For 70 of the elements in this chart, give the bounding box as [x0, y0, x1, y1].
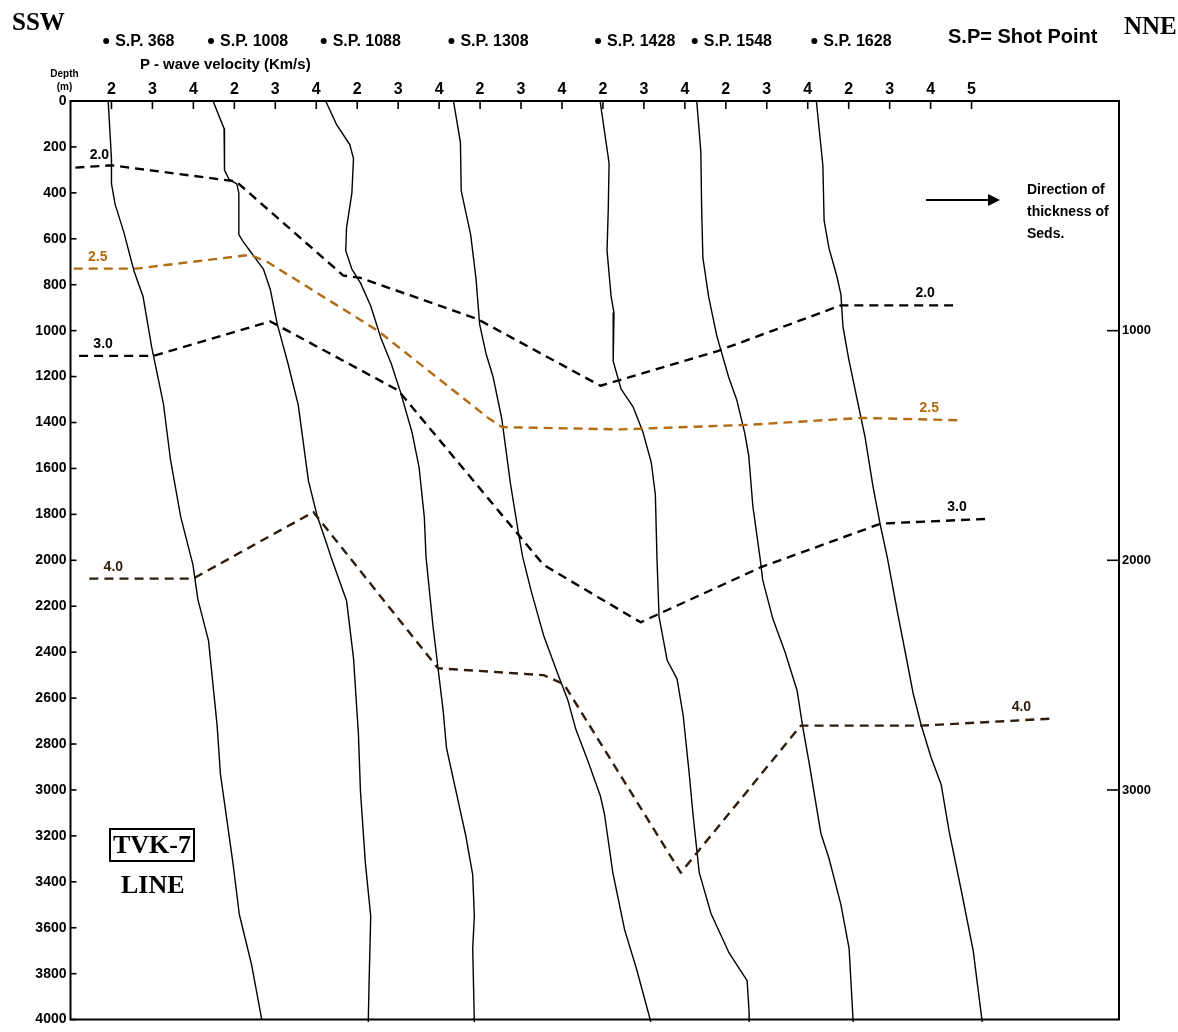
x-tick-label: 2: [721, 79, 731, 97]
y-tick-label: 2000: [35, 551, 67, 568]
y2-tick-label: 3000: [1122, 781, 1151, 797]
legend-label: S.P. 1008: [220, 32, 289, 50]
x-tick-label: 4: [680, 79, 690, 97]
x-tick-label: 3: [885, 79, 895, 97]
x-tick-label: 4: [188, 79, 198, 97]
y-axis-title: Depth (m): [50, 67, 79, 93]
x-axis-title: P - wave velocity (Km/s): [140, 55, 311, 72]
x-tick-label: 3: [270, 79, 280, 97]
y-tick-label: 1800: [35, 505, 67, 522]
y-tick-label: 0: [58, 91, 67, 108]
y-tick-label: 400: [43, 183, 67, 200]
y-tick-label: 800: [43, 275, 67, 292]
y-tick-label: 1200: [35, 367, 67, 384]
y-tick-label: 1600: [35, 459, 67, 476]
x-tick-label: 3: [762, 79, 772, 97]
y-tick-label: 1000: [35, 321, 67, 338]
y-tick-label: 4000: [35, 1010, 67, 1027]
line-series: [88, 510, 1051, 874]
y2-tick-label: 1000: [1122, 322, 1151, 338]
y-tick-label: 3600: [35, 918, 67, 935]
text: SSW: [12, 8, 65, 36]
y-tick-label: 2200: [35, 597, 67, 614]
x-tick-label: 2: [107, 79, 116, 97]
series-label: 4.0: [103, 557, 124, 574]
text: NNE: [1124, 12, 1177, 40]
y2-tick-label: 2000: [1122, 551, 1151, 567]
y-tick-label: 2800: [35, 734, 67, 751]
text: 3.0: [947, 497, 967, 514]
legend-label: S.P. 1088: [332, 32, 401, 50]
y-tick-label: 3200: [35, 826, 67, 843]
x-tick-label: 2: [352, 79, 362, 97]
x-tick-label: 2: [598, 79, 608, 97]
line-series: [72, 253, 959, 431]
x-tick-label: 2: [475, 79, 485, 97]
legend-label: S.P. 1308: [460, 32, 529, 50]
y-tick-label: 3000: [35, 780, 67, 797]
x-tick-label: 3: [639, 79, 649, 97]
x-tick-label: 3: [393, 79, 403, 97]
y-tick-label: 1400: [35, 413, 67, 430]
annotation: LINE: [121, 870, 185, 900]
series-label: 2.0: [89, 146, 110, 163]
x-tick-label: 4: [434, 79, 444, 97]
x-tick-label: 4: [557, 79, 567, 97]
x-tick-label: 4: [926, 79, 936, 97]
legend-label: S.P. 368: [115, 32, 175, 50]
y-tick-label: 2600: [35, 688, 67, 705]
text: S.P= Shot Point: [948, 25, 1098, 48]
x-tick-label: 3: [516, 79, 526, 97]
x-tick-label: 4: [311, 79, 321, 97]
y-tick-label: 3400: [35, 872, 67, 889]
y-tick-label: 3800: [35, 964, 67, 981]
text: 2.5: [88, 247, 108, 264]
series-label: 2.5: [919, 399, 940, 416]
legend-label: S.P. 1628: [823, 32, 892, 50]
y-tick-label: 600: [43, 229, 67, 246]
y-tick-label: 200: [43, 137, 67, 154]
legend-label: S.P. 1548: [703, 32, 773, 50]
x-tick-label: 5: [967, 79, 977, 97]
x-tick-label: 4: [803, 79, 813, 97]
text: 4.0: [1011, 697, 1032, 714]
series-label: 3.0: [93, 334, 114, 351]
x-tick-label: 3: [147, 79, 157, 97]
y-tick-label: 2400: [35, 643, 67, 660]
legend-label: S.P. 1428: [607, 32, 676, 50]
annotation: Direction of thickness of Seds.: [1027, 180, 1110, 243]
text: 2.0: [915, 284, 935, 301]
x-tick-label: 2: [844, 79, 854, 97]
x-tick-label: 2: [229, 79, 239, 97]
